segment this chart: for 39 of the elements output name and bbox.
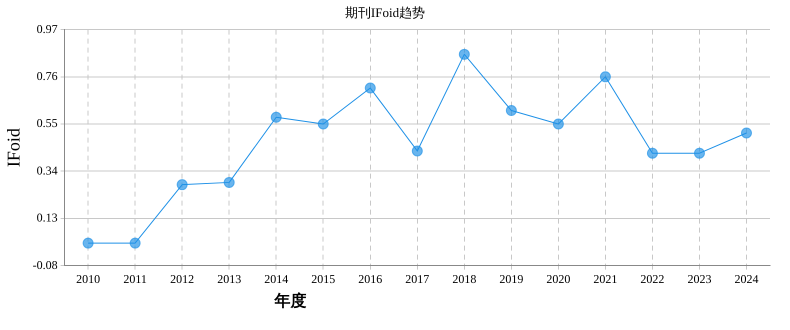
x-tick-label: 2016 [358, 272, 382, 286]
y-tick-label: -0.08 [32, 258, 58, 272]
x-tick-label: 2021 [593, 272, 618, 286]
point [740, 127, 752, 138]
x-tick-label: 2014 [264, 272, 288, 286]
x-tick-label: 2017 [405, 272, 430, 286]
x-tick-label: 2011 [123, 272, 147, 286]
x-tick-label: 2023 [687, 272, 712, 286]
point [412, 145, 423, 156]
x-tick-label: 2013 [217, 272, 242, 286]
x-axis-title: 年度 [273, 291, 306, 310]
x-tick-label: 2020 [546, 272, 570, 286]
point [224, 176, 235, 188]
x-tick-label: 2022 [640, 272, 664, 286]
x-tick-label: 2024 [734, 272, 758, 286]
x-tick-label: 2019 [499, 272, 524, 286]
point [694, 148, 705, 159]
y-axis-title: IFoid [4, 128, 24, 168]
point [600, 71, 611, 82]
x-tick-label: 2012 [170, 272, 194, 286]
point [458, 48, 470, 60]
chart-title: 期刊IFoid趋势 [344, 5, 426, 20]
point [552, 118, 564, 130]
x-tick-label: 2018 [452, 272, 476, 286]
point [364, 82, 376, 94]
y-tick-label: 0.13 [36, 210, 58, 225]
y-tick-label: 0.97 [36, 22, 58, 36]
y-tick-label: 0.34 [36, 163, 58, 178]
point [130, 238, 141, 249]
x-tick-label: 2010 [76, 272, 100, 286]
y-tick-label: 0.55 [36, 116, 58, 130]
y-tick-label: 0.76 [36, 68, 58, 83]
point [318, 118, 329, 130]
point [646, 148, 658, 159]
x-tick-label: 2015 [311, 272, 336, 286]
point [506, 105, 517, 116]
point [176, 179, 188, 190]
point [82, 238, 94, 249]
point [270, 112, 282, 123]
